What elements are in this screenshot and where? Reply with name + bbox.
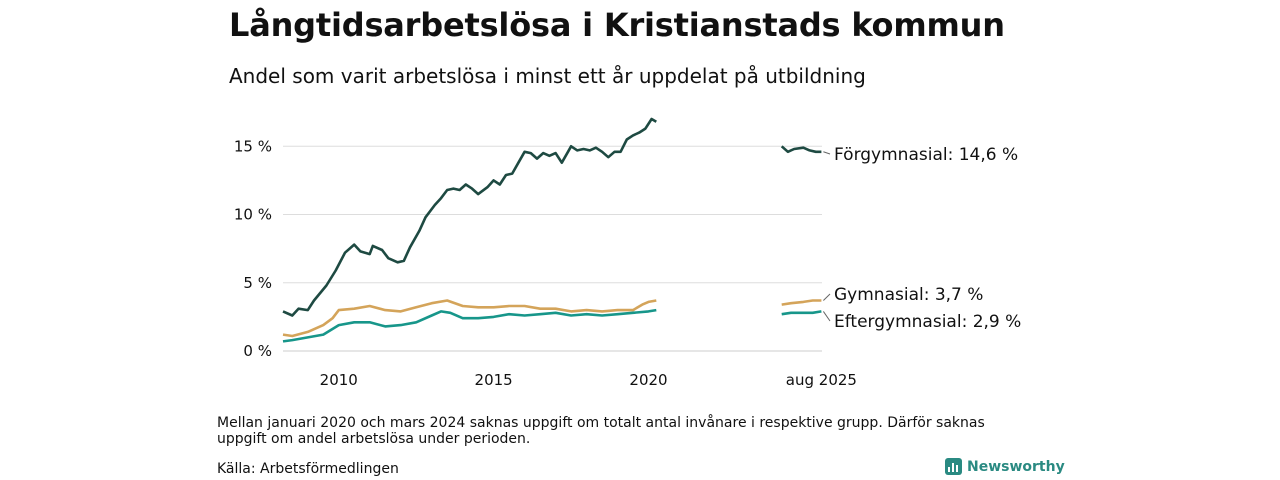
series-end-label: Gymnasial: 3,7 %	[834, 285, 983, 305]
label-leader	[822, 311, 831, 322]
x-tick-label: 2010	[320, 371, 358, 389]
label-leader	[823, 293, 831, 301]
brand-name: Newsworthy	[967, 458, 1065, 475]
newsworthy-logo[interactable]: Newsworthy	[945, 458, 1065, 475]
y-tick-label: 10 %	[234, 206, 272, 224]
label-leader	[823, 151, 831, 155]
x-tick-label: 2020	[629, 371, 667, 389]
chart-subtitle: Andel som varit arbetslösa i minst ett å…	[229, 64, 866, 88]
footnote: Mellan januari 2020 och mars 2024 saknas…	[217, 415, 985, 447]
series-line-gymnasial	[282, 299, 657, 338]
series-line-gymnasial	[781, 299, 822, 306]
y-tick-label: 5 %	[243, 274, 272, 292]
source-text: Källa: Arbetsförmedlingen	[217, 461, 399, 477]
x-tick-label: aug 2025	[786, 371, 857, 389]
series-line-förgymnasial	[780, 145, 822, 154]
series-line-eftergymnasial	[781, 310, 822, 316]
series-end-label: Förgymnasial: 14,6 %	[834, 145, 1018, 165]
series-line-eftergymnasial	[282, 308, 657, 343]
y-tick-label: 0 %	[243, 342, 272, 360]
series-line-förgymnasial	[282, 117, 657, 317]
bar-chart-icon	[945, 458, 962, 475]
series-end-label: Eftergymnasial: 2,9 %	[834, 312, 1021, 332]
chart-title: Långtidsarbetslösa i Kristianstads kommu…	[229, 6, 1005, 44]
x-tick-label: 2015	[475, 371, 513, 389]
y-tick-label: 15 %	[234, 137, 272, 155]
